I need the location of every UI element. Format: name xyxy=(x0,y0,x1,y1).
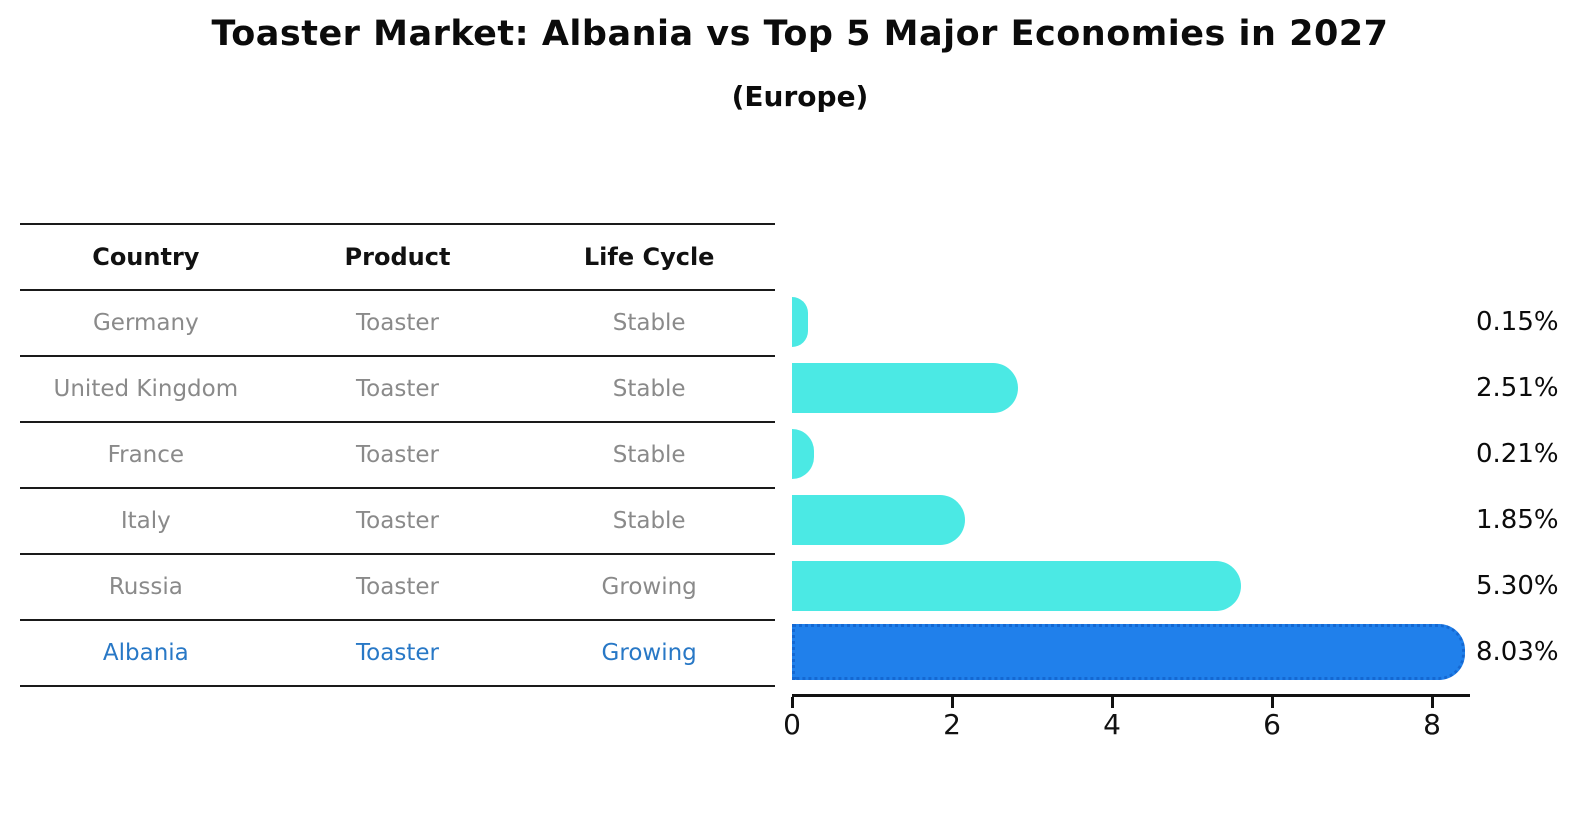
cell-life-cycle: Stable xyxy=(612,376,686,402)
bar-italy xyxy=(792,495,965,545)
value-label-france: 0.21% xyxy=(1476,439,1559,469)
cell-life-cycle: Growing xyxy=(601,574,697,600)
x-tick-mark-0 xyxy=(791,697,794,708)
x-tick-mark-6 xyxy=(1271,697,1274,708)
value-label-germany: 0.15% xyxy=(1476,307,1559,337)
table-row-germany: Germany Toaster Stable xyxy=(20,289,775,355)
table-row-russia: Russia Toaster Growing xyxy=(20,553,775,619)
header-product: Product xyxy=(344,243,451,271)
table-row-france: France Toaster Stable xyxy=(20,421,775,487)
cell-product: Toaster xyxy=(356,574,439,600)
x-tick-mark-2 xyxy=(951,697,954,708)
x-tick-label-6: 6 xyxy=(1263,708,1281,741)
x-tick-label-0: 0 xyxy=(783,708,801,741)
chart-title: Toaster Market: Albania vs Top 5 Major E… xyxy=(211,14,1389,54)
bar-albania xyxy=(792,624,1466,680)
x-tick-mark-4 xyxy=(1111,697,1114,708)
x-tick-label-4: 4 xyxy=(1103,708,1121,741)
cell-country: Albania xyxy=(102,640,189,666)
bar-united-kingdom xyxy=(792,363,1018,413)
value-label-russia: 5.30% xyxy=(1476,571,1559,601)
value-label-united-kingdom: 2.51% xyxy=(1476,373,1559,403)
cell-product: Toaster xyxy=(356,310,439,336)
cell-product: Toaster xyxy=(356,640,439,666)
header-country: Country xyxy=(92,243,200,271)
cell-life-cycle: Stable xyxy=(612,442,686,468)
value-label-italy: 1.85% xyxy=(1476,505,1559,535)
table-row-united-kingdom: United Kingdom Toaster Stable xyxy=(20,355,775,421)
cell-country: Germany xyxy=(92,310,199,336)
cell-country: Russia xyxy=(108,574,183,600)
table-row-albania: Albania Toaster Growing xyxy=(20,619,775,687)
country-table: Country Product Life Cycle Germany Toast… xyxy=(20,223,775,687)
cell-country: United Kingdom xyxy=(53,376,239,402)
cell-product: Toaster xyxy=(356,442,439,468)
header-life-cycle: Life Cycle xyxy=(583,243,715,271)
bar-germany xyxy=(792,297,808,347)
cell-life-cycle: Growing xyxy=(601,640,697,666)
x-axis-line xyxy=(792,694,1470,697)
cell-country: Italy xyxy=(120,508,171,534)
bar-russia xyxy=(792,561,1241,611)
table-row-italy: Italy Toaster Stable xyxy=(20,487,775,553)
cell-country: France xyxy=(107,442,185,468)
cell-product: Toaster xyxy=(356,508,439,534)
x-tick-label-8: 8 xyxy=(1423,708,1441,741)
cell-product: Toaster xyxy=(356,376,439,402)
chart-subtitle: (Europe) xyxy=(731,80,869,113)
table-header-row: Country Product Life Cycle xyxy=(20,223,775,289)
cell-life-cycle: Stable xyxy=(612,310,686,336)
cell-life-cycle: Stable xyxy=(612,508,686,534)
x-tick-label-2: 2 xyxy=(943,708,961,741)
value-label-albania: 8.03% xyxy=(1476,637,1559,667)
x-tick-mark-8 xyxy=(1431,697,1434,708)
bar-france xyxy=(792,429,815,479)
